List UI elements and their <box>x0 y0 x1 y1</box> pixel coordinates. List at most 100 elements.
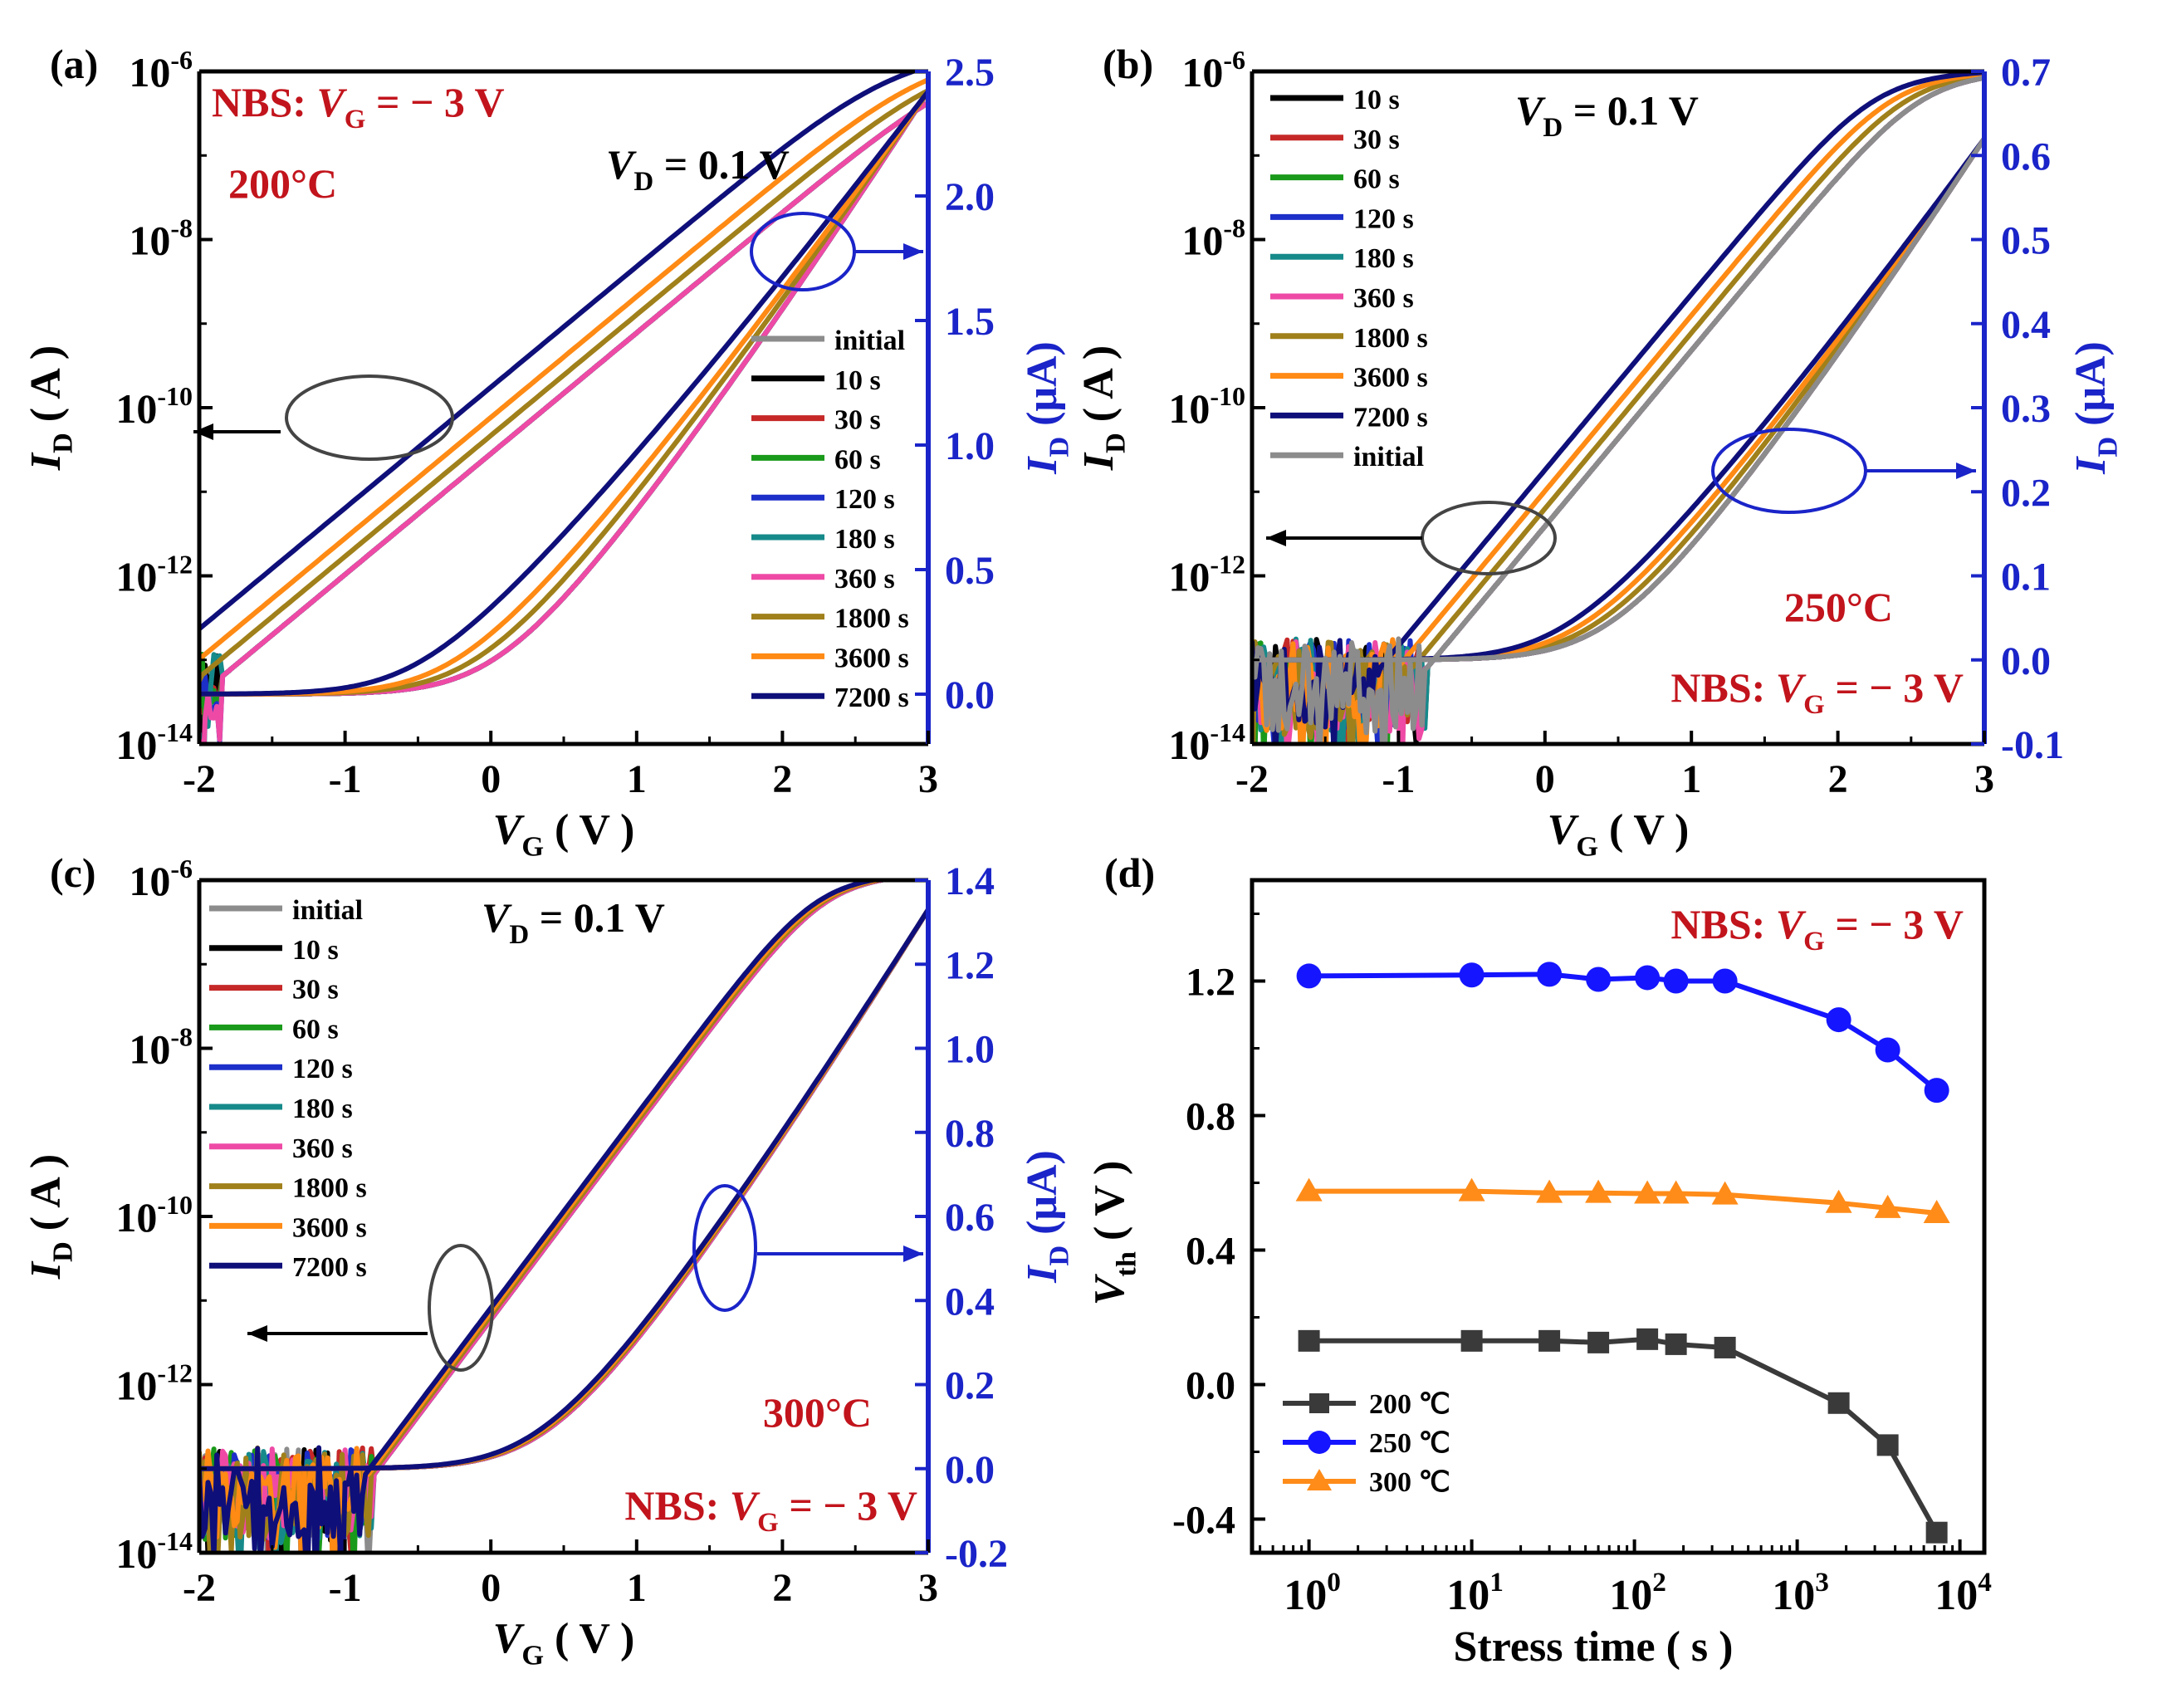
legend-item: 30 s <box>751 405 881 436</box>
stress-annotation: NBS: VG = − 3 V <box>212 79 505 135</box>
legend-label: initial <box>834 325 905 356</box>
x-tick-label: 2 <box>1828 757 1848 801</box>
series-initial-linear-curve <box>1252 137 1984 663</box>
legend-marker <box>1309 1393 1329 1413</box>
x-tick-label: -2 <box>183 1566 216 1610</box>
y-right-tick-label: 1.2 <box>945 943 995 987</box>
data-point <box>1876 1434 1899 1456</box>
y-right-tick-label: 2.0 <box>945 175 995 219</box>
data-point <box>1663 968 1689 994</box>
x-axis-label: Stress time ( s ) <box>1454 1623 1734 1671</box>
legend-label: 300 ℃ <box>1369 1467 1450 1498</box>
legend-label: 1800 s <box>834 604 909 634</box>
vd-annotation: VD = 0.1 V <box>482 894 665 950</box>
y-right-tick-label: 0.4 <box>945 1280 995 1324</box>
temperature-label: 250°C <box>1784 584 1893 630</box>
series-line <box>1308 1188 1937 1216</box>
right-axis-arrow-head <box>903 1246 923 1262</box>
x-tick-label: 1 <box>1681 757 1701 801</box>
series-1800s-log-curve <box>199 88 928 683</box>
left-axis-arrow <box>247 1325 428 1342</box>
y-left-tick-label: 10-8 <box>1181 213 1245 264</box>
right-axis-arrow-head <box>1956 462 1976 479</box>
x-tick-label: 0 <box>481 757 501 801</box>
y-right-tick-label: -0.2 <box>945 1532 1008 1576</box>
legend-item: 10 s <box>751 365 881 396</box>
x-tick-label: 102 <box>1609 1567 1666 1619</box>
y-right-tick-label: 0.0 <box>2001 639 2051 683</box>
legend-label: 120 s <box>292 1054 353 1084</box>
x-axis-label: VG ( V ) <box>493 806 635 863</box>
series-7200s-linear-curve <box>199 908 928 1471</box>
y-right-tick-label: 0.7 <box>2001 51 2051 95</box>
y-right-tick-label: 0.1 <box>2001 555 2051 600</box>
legend-item: 10 s <box>1270 85 1400 115</box>
x-tick-label: -2 <box>1235 757 1269 801</box>
legend-item: 3600 s <box>751 643 909 673</box>
y-right-tick-label: 2.5 <box>945 51 995 95</box>
curves <box>199 71 928 744</box>
series-7200s-log-curve <box>199 71 922 631</box>
y-tick-label: 1.2 <box>1186 961 1235 1005</box>
series-group <box>1295 962 1950 1544</box>
legend-label: 180 s <box>834 524 895 555</box>
x-tick-label: -1 <box>329 1566 362 1610</box>
y-right-tick-label: 0.2 <box>945 1364 995 1408</box>
series-triangle <box>1295 1177 1950 1223</box>
y-left-tick-label: 10-12 <box>115 550 193 600</box>
right-axis-arrow <box>855 243 923 260</box>
x-tick-label: 3 <box>918 1566 938 1610</box>
y-right-axis-label: ID (μA) <box>1019 341 1075 475</box>
stress-annotation: NBS: VG = − 3 V <box>1670 901 1964 957</box>
y-left-tick-label: 10-14 <box>115 1526 193 1577</box>
y-right-tick-label: 0.3 <box>2001 387 2051 431</box>
right-axis-arrow-head <box>903 243 923 260</box>
legend: initial 10 s 30 s 60 s 120 s 180 s 360 s 1800 s… <box>751 325 909 713</box>
left-axis-arrow <box>1266 530 1422 546</box>
legend-label: initial <box>1353 442 1424 472</box>
y-tick-label: 0.4 <box>1186 1230 1235 1274</box>
legend-label: 360 s <box>292 1133 353 1164</box>
data-point <box>1874 1194 1901 1218</box>
legend-label: 10 s <box>292 935 339 966</box>
legend-label: 3600 s <box>834 643 909 673</box>
legend-label: 120 s <box>1353 203 1414 234</box>
data-point <box>1665 1333 1687 1355</box>
x-tick-label: 103 <box>1772 1567 1829 1619</box>
legend-label: 180 s <box>292 1094 353 1124</box>
data-point <box>1635 965 1661 991</box>
legend-item: 7200 s <box>1270 402 1428 433</box>
panel-letter: (b) <box>1103 41 1153 87</box>
x-tick-label: 1 <box>627 757 647 801</box>
legend-item: 120 s <box>751 484 895 515</box>
data-point <box>1538 1329 1561 1352</box>
y-left-axis-label: ID ( A ) <box>1075 345 1132 471</box>
plot-area <box>1252 71 1984 744</box>
y-left-tick-label: 10-12 <box>1168 550 1245 600</box>
legend-item: initial <box>751 325 905 356</box>
series-7200s-linear-curve <box>199 90 928 697</box>
stress-annotation: NBS: VG = − 3 V <box>624 1482 917 1538</box>
data-point <box>1875 1037 1900 1063</box>
y-left-tick-label: 10-14 <box>1168 717 1245 768</box>
y-tick-label: 0.0 <box>1186 1364 1235 1408</box>
series-circle <box>1296 962 1949 1104</box>
y-right-tick-label: 0.6 <box>2001 135 2051 179</box>
legend-label: 3600 s <box>1353 363 1428 394</box>
legend-marker <box>1308 1431 1331 1454</box>
legend-item: 360 s <box>1270 283 1414 314</box>
y-left-tick-label: 10-10 <box>115 1190 193 1241</box>
data-point <box>1826 1007 1851 1033</box>
legend-item: 300 ℃ <box>1283 1467 1450 1498</box>
x-tick-label: -1 <box>1382 757 1415 801</box>
curves <box>199 880 928 1553</box>
legend-item: 1800 s <box>751 604 909 634</box>
log-curve-ellipse <box>428 1244 494 1372</box>
y-right-axis-label: ID (μA) <box>1019 1150 1075 1284</box>
y-right-tick-label: 1.5 <box>945 300 995 344</box>
x-tick-label: 0 <box>1535 757 1555 801</box>
y-right-tick-label: 1.4 <box>945 859 995 903</box>
panel-d: 100 101 102 103 104 -0.4 0.0 0.4 0.8 1.2 Stress ti… <box>1086 849 1992 1671</box>
y-right-tick-label: 0.6 <box>945 1196 995 1240</box>
data-point <box>1536 1179 1563 1203</box>
